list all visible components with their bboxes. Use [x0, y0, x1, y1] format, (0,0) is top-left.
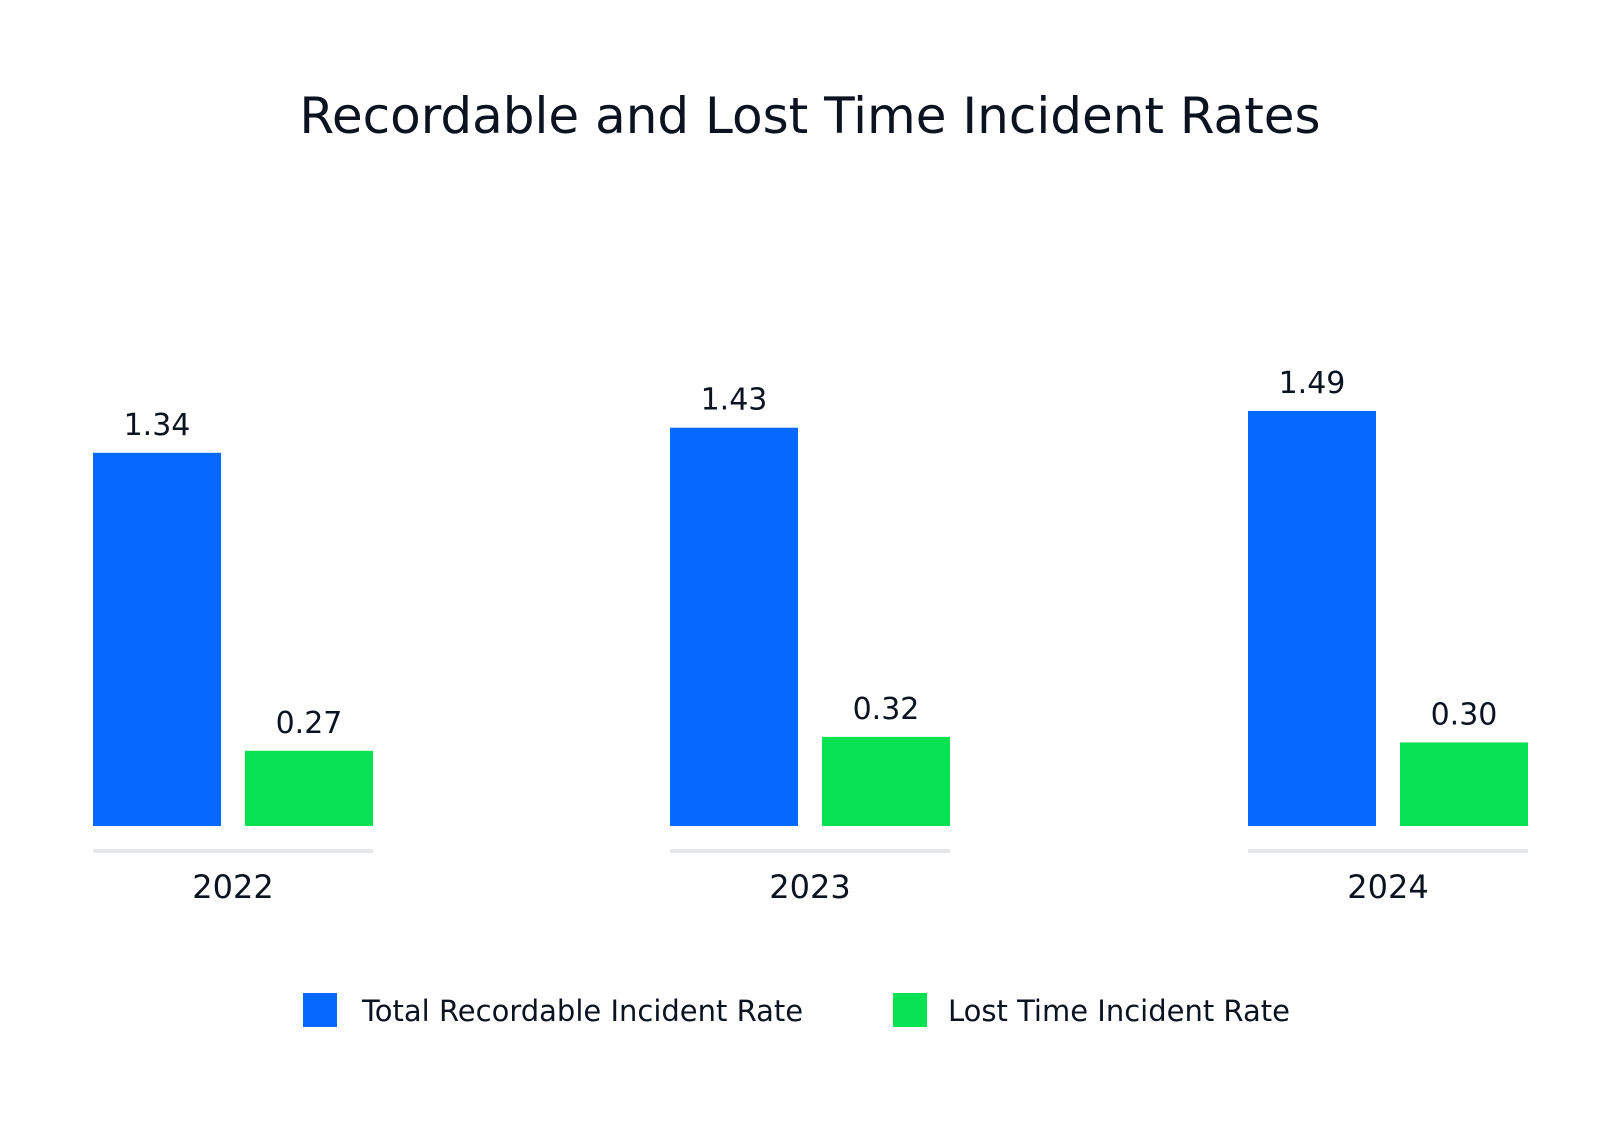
- value-labels: 1.34 0.27 1.43 0.32 1.49 0.30: [124, 366, 1498, 741]
- legend-label-ltir: Lost Time Incident Rate: [948, 994, 1290, 1028]
- bar-trir-2022: [93, 452, 221, 826]
- legend-label-trir: Total Recordable Incident Rate: [361, 994, 803, 1028]
- value-label-ltir-2024: 0.30: [1431, 697, 1498, 732]
- bar-trir-2023: [670, 427, 798, 826]
- bar-ltir-2023: [822, 736, 950, 826]
- category-label-2024: 2024: [1347, 868, 1428, 906]
- legend: Total Recordable Incident Rate Lost Time …: [303, 993, 1290, 1028]
- category-axis-lines: [93, 849, 1528, 853]
- value-label-trir-2022: 1.34: [124, 408, 191, 443]
- bar-ltir-2022: [245, 750, 373, 826]
- axis-line-2023: [670, 849, 950, 853]
- chart-title: Recordable and Lost Time Incident Rates: [299, 87, 1320, 145]
- axis-line-2022: [93, 849, 373, 853]
- value-label-trir-2024: 1.49: [1279, 366, 1346, 401]
- value-label-ltir-2023: 0.32: [853, 692, 920, 727]
- value-label-trir-2023: 1.43: [701, 383, 768, 418]
- bar-ltir-2024: [1400, 742, 1528, 826]
- bar-trir-2024: [1248, 411, 1376, 826]
- category-labels: 2022 2023 2024: [192, 868, 1428, 906]
- axis-line-2024: [1248, 849, 1528, 853]
- category-label-2023: 2023: [769, 868, 850, 906]
- value-label-ltir-2022: 0.27: [276, 706, 343, 741]
- legend-swatch-trir: [303, 993, 337, 1027]
- legend-swatch-ltir: [893, 993, 927, 1027]
- category-label-2022: 2022: [192, 868, 273, 906]
- bars: [93, 411, 1528, 826]
